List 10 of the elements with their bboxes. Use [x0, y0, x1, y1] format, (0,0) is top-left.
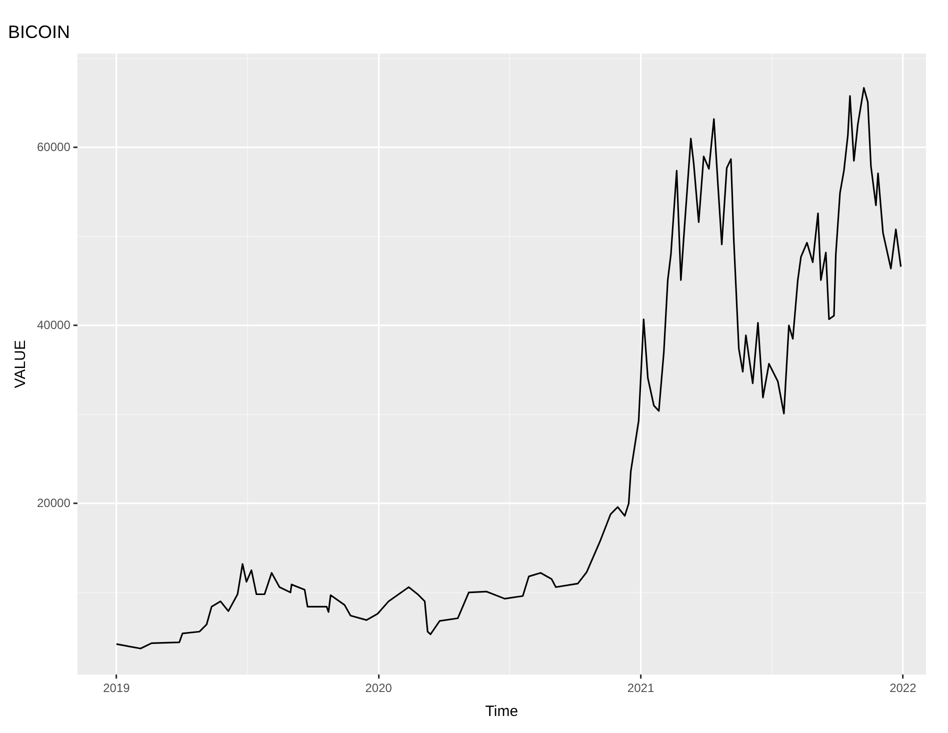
x-tick-label: 2019: [103, 681, 130, 696]
y-tick-label: 40000: [36, 318, 71, 332]
x-axis-title: Time: [485, 703, 518, 720]
y-axis-title: VALUE: [12, 340, 30, 388]
y-tick-label: 20000: [36, 496, 71, 510]
x-tick-label: 2022: [890, 681, 917, 696]
y-tick-label: 60000: [36, 140, 71, 154]
chart-title: BICOIN: [8, 22, 70, 42]
x-tick-label: 2020: [365, 681, 392, 696]
x-tick-label: 2021: [627, 681, 654, 696]
